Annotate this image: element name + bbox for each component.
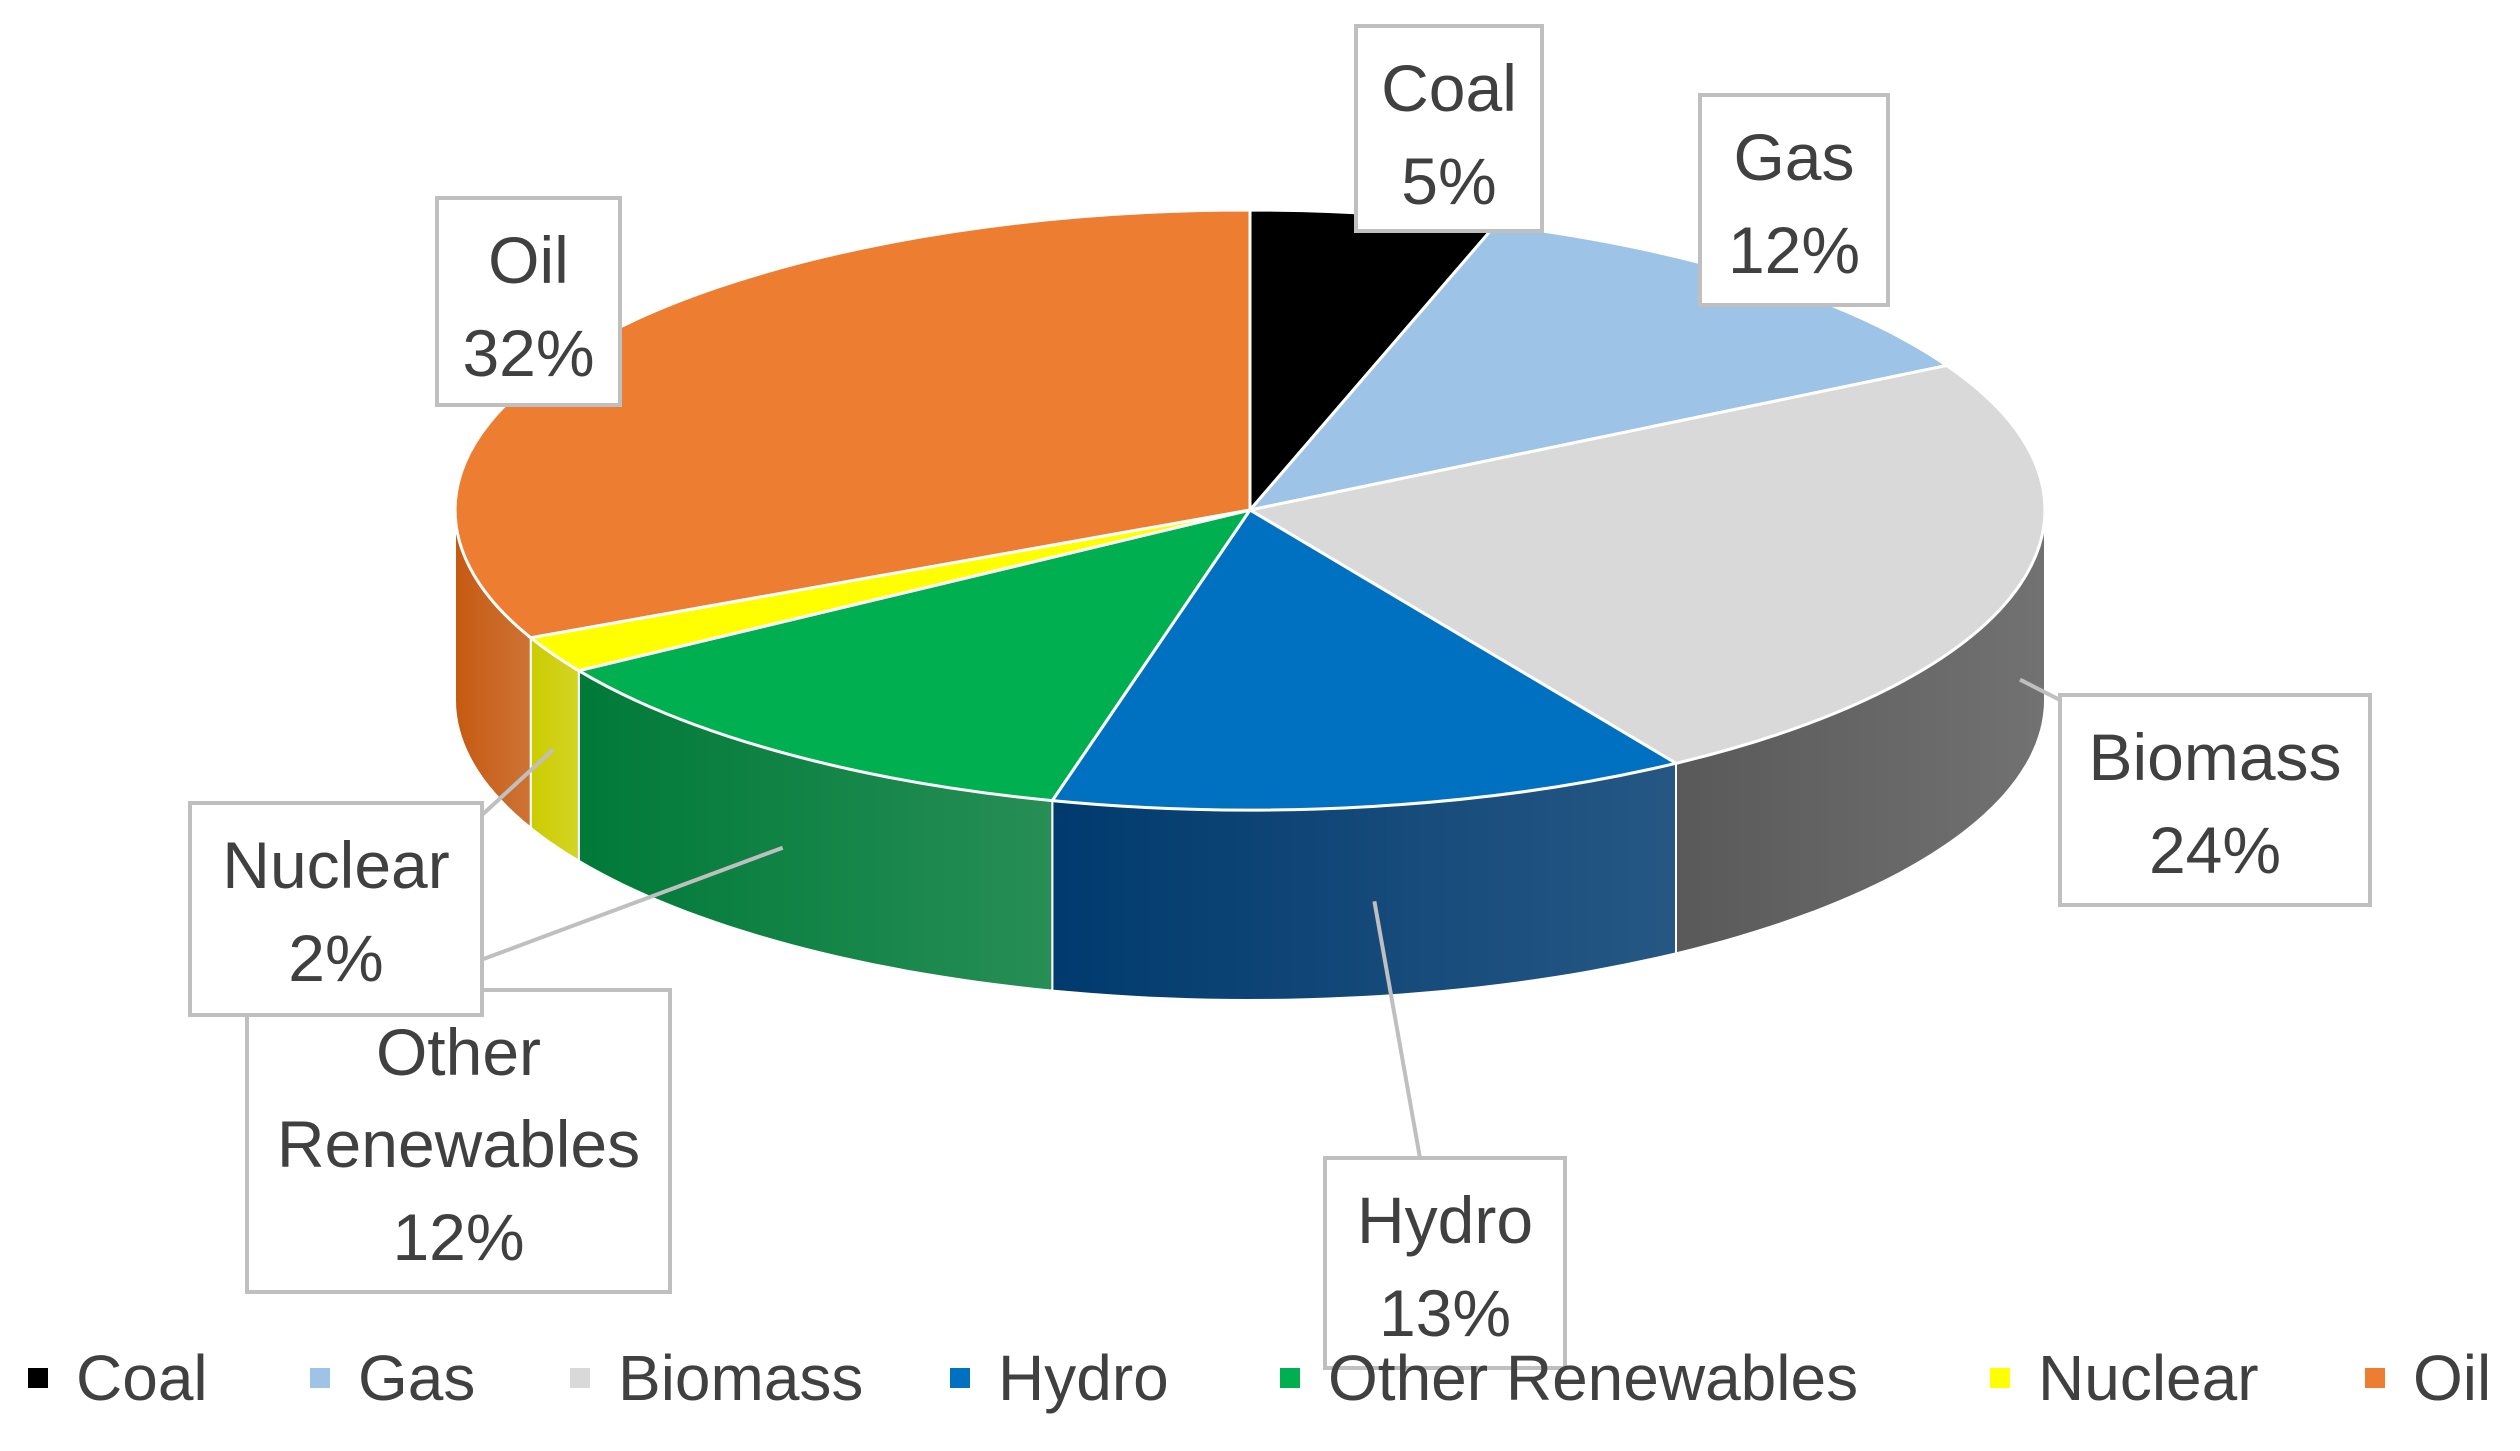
label-category-other-renewables: Other Renewables: [277, 1015, 640, 1181]
label-category-hydro: Hydro: [1357, 1183, 1533, 1257]
label-box-nuclear: [188, 801, 484, 1017]
legend-label-hydro: Hydro: [998, 1342, 1169, 1414]
label-box-coal: [1354, 24, 1544, 233]
label-value-biomass: 24%: [2149, 813, 2281, 887]
legend-swatch-other-renewables: [1280, 1368, 1300, 1388]
legend-swatch-hydro: [950, 1368, 970, 1388]
legend-swatch-coal: [28, 1368, 48, 1388]
data-label-coal: Coal 5%: [1354, 24, 1544, 233]
legend-item-biomass: Biomass: [570, 1342, 863, 1414]
legend-label-biomass: Biomass: [618, 1342, 863, 1414]
legend: Coal Gas Biomass Hydro Other Renewables Nucle…: [28, 1342, 2491, 1414]
legend-item-hydro: Hydro: [950, 1342, 1169, 1414]
label-value-gas: 12%: [1728, 213, 1860, 287]
label-category-oil: Oil: [488, 223, 569, 297]
legend-swatch-nuclear: [1990, 1368, 2010, 1388]
legend-item-other-renewables: Other Renewables: [1280, 1342, 1858, 1414]
data-label-nuclear: Nuclear 2%: [188, 748, 555, 1017]
label-box-biomass: [2058, 693, 2372, 907]
label-box-gas: [1698, 93, 1890, 307]
legend-item-gas: Gas: [310, 1342, 475, 1414]
data-label-oil: Oil 32%: [435, 196, 622, 407]
leader-line-biomass: [2019, 677, 2061, 702]
slice-hydro: [1049, 507, 1680, 812]
legend-label-nuclear: Nuclear: [2038, 1342, 2259, 1414]
legend-label-oil: Oil: [2413, 1342, 2491, 1414]
legend-item-nuclear: Nuclear: [1990, 1342, 2259, 1414]
label-category-coal: Coal: [1381, 51, 1517, 125]
legend-label-gas: Gas: [358, 1342, 475, 1414]
label-box-hydro: [1323, 1156, 1567, 1370]
label-box-other-renewables: [245, 988, 672, 1294]
pie-top-layer: [453, 208, 2047, 812]
label-value-other-renewables: 12%: [392, 1200, 524, 1274]
label-value-coal: 5%: [1401, 144, 1496, 218]
pie-depth-layer: [454, 509, 2046, 1002]
data-label-layer: Coal 5% Gas 12% Biomass 24% Hydro 13% Other Renew…: [188, 24, 2372, 1370]
legend-swatch-gas: [310, 1368, 330, 1388]
legend-item-oil: Oil: [2365, 1342, 2491, 1414]
label-value-nuclear: 2%: [288, 921, 383, 995]
label-box-oil: [435, 196, 622, 407]
legend-label-coal: Coal: [76, 1342, 208, 1414]
legend-item-coal: Coal: [28, 1342, 208, 1414]
leader-line-nuclear: [480, 748, 555, 817]
label-value-hydro: 13%: [1379, 1276, 1511, 1350]
label-category-biomass: Biomass: [2088, 720, 2341, 794]
slice-other-renewables: [574, 507, 1254, 803]
data-label-other-renewables: Other Renewables 12%: [245, 845, 784, 1294]
legend-swatch-oil: [2365, 1368, 2385, 1388]
data-label-biomass: Biomass 24%: [2019, 677, 2372, 907]
depth-nuclear: [529, 635, 580, 863]
data-label-hydro: Hydro 13%: [1323, 900, 1567, 1370]
label-value-oil: 32%: [462, 316, 594, 390]
slice-biomass: [1245, 363, 2047, 765]
data-label-gas: Gas 12%: [1698, 93, 1890, 307]
label-category-gas: Gas: [1733, 120, 1854, 194]
legend-swatch-biomass: [570, 1368, 590, 1388]
leader-line-hydro: [1372, 900, 1422, 1159]
legend-label-other-renewables: Other Renewables: [1328, 1342, 1858, 1414]
label-category-nuclear: Nuclear: [222, 828, 449, 902]
